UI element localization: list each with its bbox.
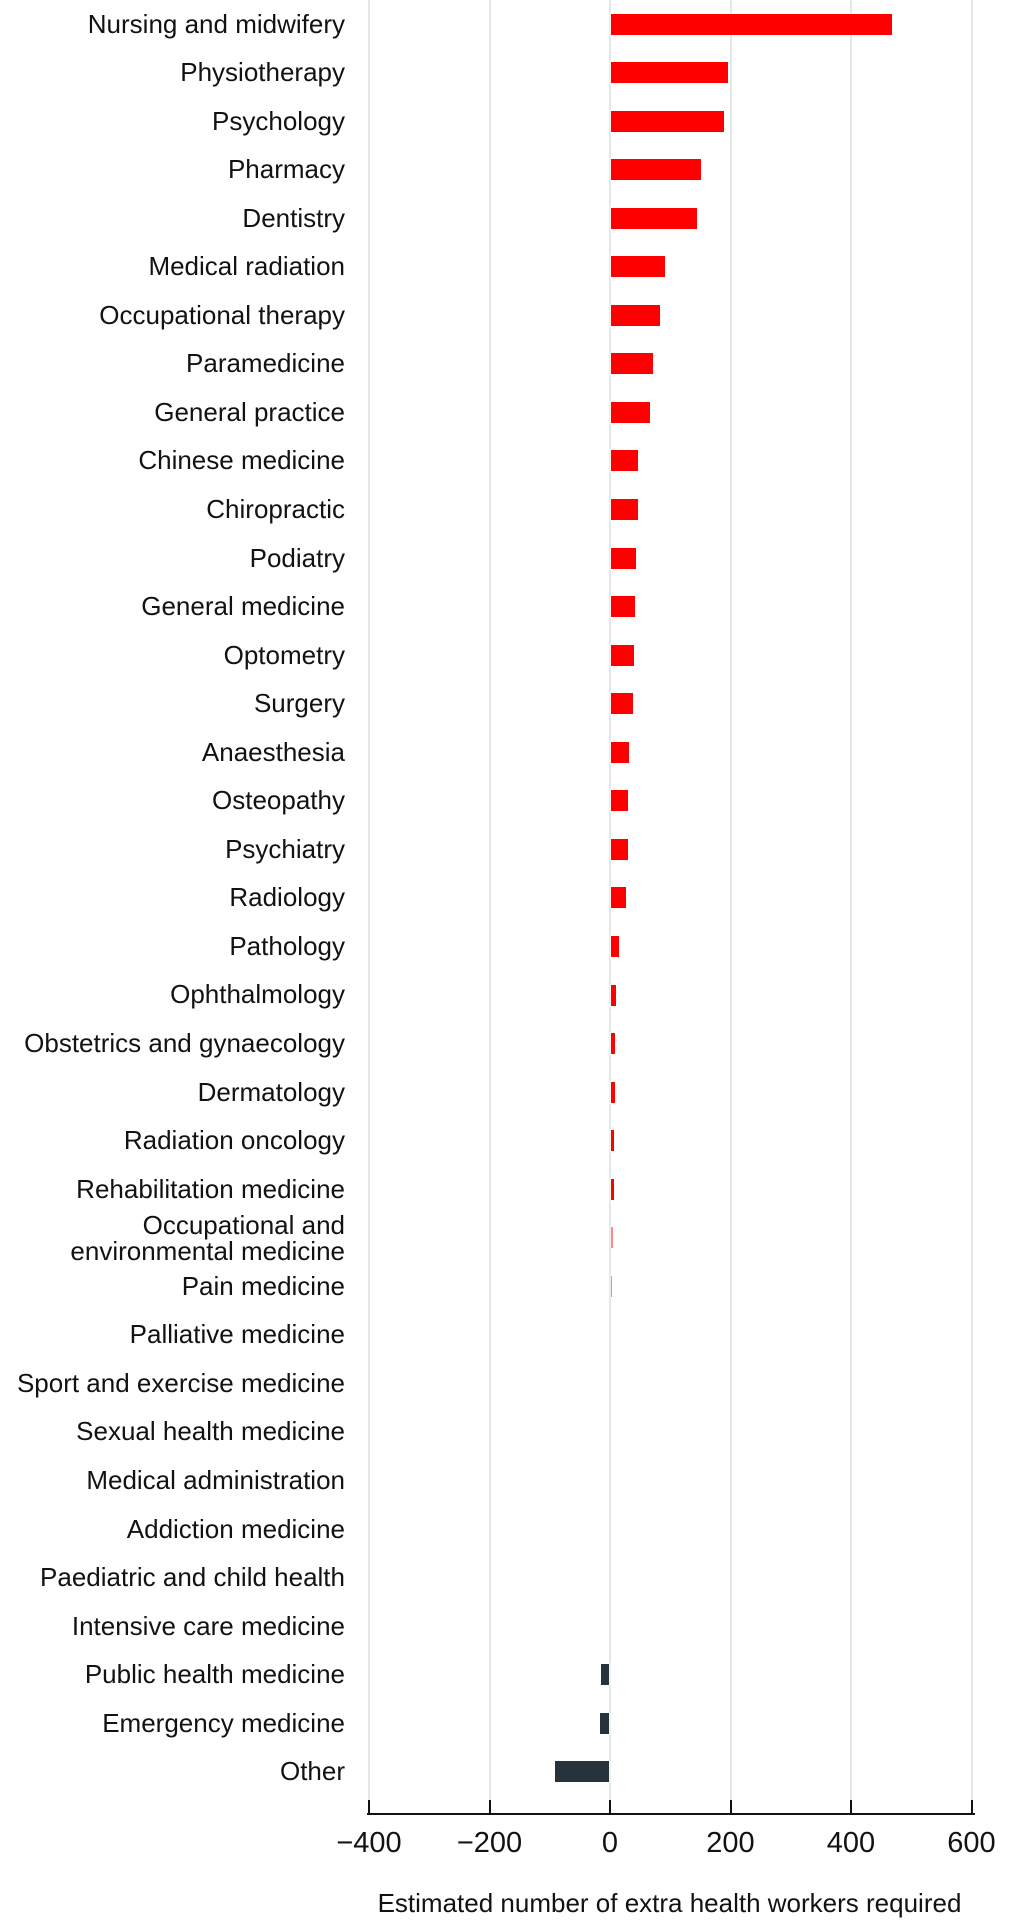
category-label: Sport and exercise medicine bbox=[16, 1367, 345, 1398]
x-tick-label: 600 bbox=[947, 1827, 996, 1859]
bar bbox=[611, 1227, 613, 1249]
bar bbox=[611, 450, 639, 472]
category-label: Psychology bbox=[212, 105, 345, 136]
axis-tick bbox=[609, 1800, 611, 1814]
bar bbox=[611, 693, 633, 715]
x-tick-label: −400 bbox=[336, 1827, 402, 1859]
category-label: Dentistry bbox=[242, 202, 345, 233]
bar bbox=[611, 1081, 615, 1103]
bar bbox=[611, 547, 637, 569]
category-label: Optometry bbox=[223, 639, 345, 670]
bar bbox=[611, 1130, 614, 1152]
category-label: Occupational and environmental medicine bbox=[70, 1209, 345, 1266]
category-label: Intensive care medicine bbox=[71, 1610, 345, 1641]
bar bbox=[611, 304, 661, 326]
category-label: Pathology bbox=[229, 930, 345, 961]
axis-tick bbox=[368, 1800, 370, 1814]
category-label: General medicine bbox=[141, 591, 345, 622]
bar bbox=[611, 644, 635, 666]
x-tick-label: 200 bbox=[706, 1827, 755, 1859]
category-label: Chiropractic bbox=[206, 493, 345, 524]
gridline bbox=[729, 0, 732, 1801]
category-label: Podiatry bbox=[249, 542, 345, 573]
gridline bbox=[970, 0, 973, 1801]
category-label: Addiction medicine bbox=[126, 1513, 345, 1544]
category-label: Medical radiation bbox=[148, 251, 345, 282]
axis-tick bbox=[850, 1800, 852, 1814]
category-label: Anaesthesia bbox=[201, 736, 345, 767]
category-label: Paediatric and child health bbox=[40, 1562, 345, 1593]
category-label: Pain medicine bbox=[181, 1270, 345, 1301]
category-label: Radiation oncology bbox=[123, 1125, 345, 1156]
category-label: Emergency medicine bbox=[102, 1707, 345, 1738]
bar bbox=[611, 887, 627, 909]
bar bbox=[599, 1712, 609, 1734]
category-label: Osteopathy bbox=[212, 785, 345, 816]
x-tick-label: 0 bbox=[601, 1827, 619, 1859]
category-label: Occupational therapy bbox=[99, 299, 345, 330]
bar bbox=[611, 596, 636, 618]
category-label: Radiology bbox=[229, 882, 345, 913]
category-label: Nursing and midwifery bbox=[87, 8, 345, 39]
gridline bbox=[609, 0, 611, 1801]
bar bbox=[611, 62, 729, 84]
category-label: Ophthalmology bbox=[170, 979, 345, 1010]
category-label: Other bbox=[279, 1756, 345, 1787]
gridline bbox=[488, 0, 491, 1801]
bar bbox=[554, 1761, 609, 1783]
x-axis-line bbox=[367, 1813, 975, 1815]
category-label: Pharmacy bbox=[227, 154, 345, 185]
axis-tick bbox=[729, 1800, 732, 1814]
category-label: Dermatology bbox=[197, 1076, 345, 1107]
category-label: Medical administration bbox=[86, 1464, 345, 1495]
category-label: Obstetrics and gynaecology bbox=[24, 1028, 345, 1059]
bar bbox=[611, 159, 702, 181]
bar bbox=[611, 110, 724, 132]
bar bbox=[611, 1178, 614, 1200]
x-tick-label: 400 bbox=[826, 1827, 876, 1859]
bar bbox=[611, 353, 653, 375]
bar bbox=[611, 935, 619, 957]
bar bbox=[611, 13, 893, 35]
x-tick-label: −200 bbox=[456, 1827, 523, 1859]
bar bbox=[611, 256, 666, 278]
category-label: General practice bbox=[154, 396, 345, 427]
category-label: Physiotherapy bbox=[180, 57, 345, 88]
bar bbox=[611, 984, 616, 1006]
category-label: Chinese medicine bbox=[138, 445, 345, 476]
bar bbox=[611, 499, 638, 520]
category-label: Sexual health medicine bbox=[76, 1416, 345, 1447]
gridline bbox=[368, 0, 370, 1801]
category-label: Public health medicine bbox=[84, 1659, 345, 1690]
gridline bbox=[850, 0, 852, 1801]
bar bbox=[611, 207, 697, 229]
bar bbox=[601, 1664, 609, 1686]
category-label: Paramedicine bbox=[186, 348, 345, 379]
category-label: Rehabilitation medicine bbox=[76, 1173, 345, 1204]
bar bbox=[611, 838, 628, 860]
bar bbox=[611, 790, 628, 812]
x-axis-title: Estimated number of extra health workers… bbox=[377, 1888, 962, 1918]
bar bbox=[611, 741, 630, 763]
category-label: Surgery bbox=[253, 688, 345, 719]
bar bbox=[611, 1033, 616, 1055]
axis-tick bbox=[488, 1800, 491, 1814]
category-label: Psychiatry bbox=[225, 833, 345, 864]
bar bbox=[611, 1275, 613, 1297]
category-label: Palliative medicine bbox=[129, 1319, 345, 1350]
axis-tick bbox=[970, 1800, 973, 1814]
bar bbox=[611, 401, 651, 423]
